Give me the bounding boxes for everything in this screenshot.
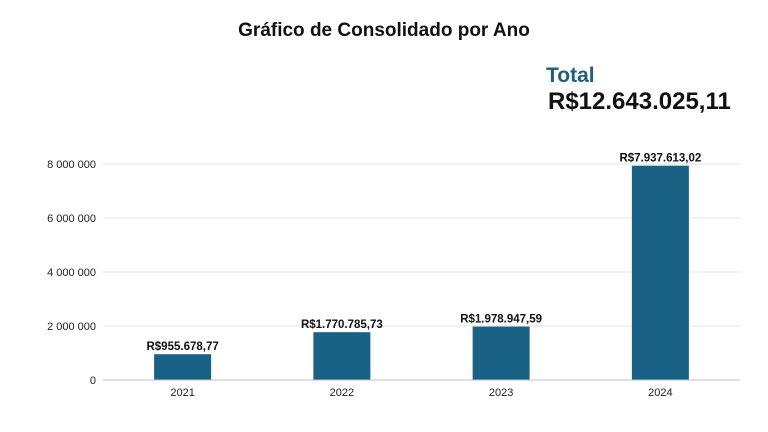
- bar-2022[interactable]: [313, 332, 371, 380]
- data-label: R$1.978.947,59: [460, 314, 542, 326]
- y-tick-label: 6 000 000: [47, 213, 96, 225]
- y-tick-label: 0: [90, 375, 96, 387]
- x-tick-label: 2021: [170, 387, 194, 399]
- y-tick-label: 4 000 000: [47, 267, 96, 279]
- bar-2023[interactable]: [472, 326, 530, 380]
- y-tick-label: 8 000 000: [47, 159, 96, 171]
- bar-2021[interactable]: [154, 354, 212, 380]
- x-tick-label: 2023: [489, 387, 513, 399]
- data-labels: R$955.678,77 R$1.770.785,73 R$1.978.947,59…: [146, 153, 701, 354]
- y-tick-label: 2 000 000: [47, 321, 96, 333]
- x-tick-label: 2024: [648, 387, 672, 399]
- chart-title: Gráfico de Consolidado por Ano: [238, 20, 530, 41]
- total-label: Total: [546, 64, 595, 87]
- x-axis-ticks: 2021 2022 2023 2024: [170, 387, 672, 399]
- y-axis-ticks: 0 2 000 000 4 000 000 6 000 000 8 000 000: [47, 159, 96, 387]
- total-value: R$12.643.025,11: [548, 88, 731, 115]
- data-label: R$955.678,77: [146, 341, 218, 353]
- data-label: R$7.937.613,02: [619, 153, 701, 165]
- x-tick-label: 2022: [330, 387, 354, 399]
- bars: [154, 165, 689, 380]
- data-label: R$1.770.785,73: [301, 319, 383, 331]
- bar-2024[interactable]: [631, 165, 689, 380]
